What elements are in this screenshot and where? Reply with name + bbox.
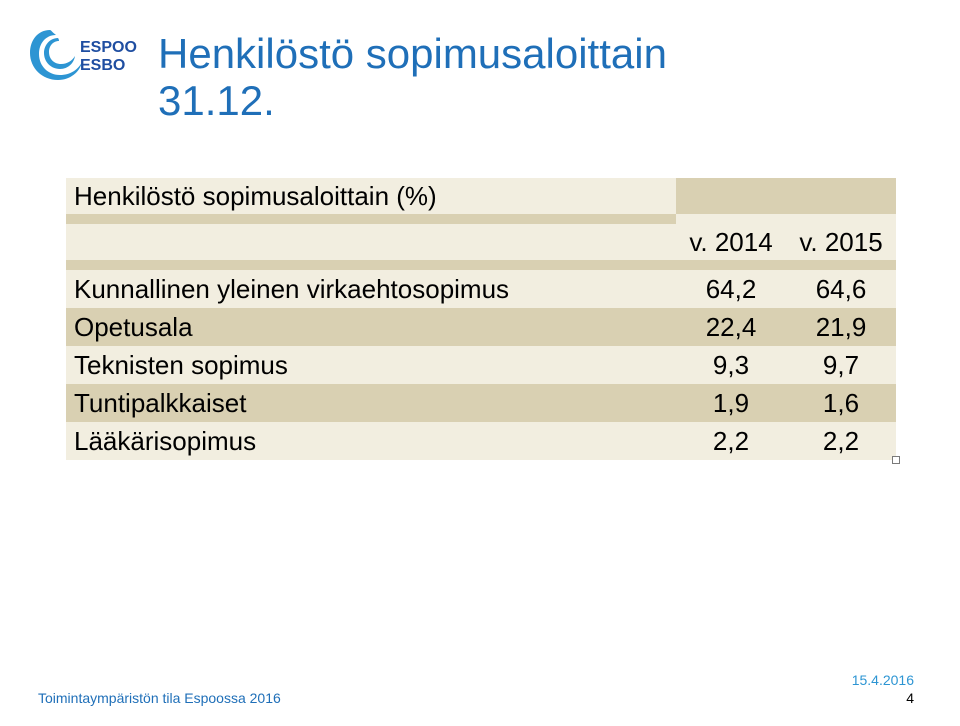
table-row: Kunnallinen yleinen virkaehtosopimus 64,… [66,270,896,308]
table-year-row: v. 2014 v. 2015 [66,224,896,260]
footer-left: Toimintaympäristön tila Espoossa 2016 [38,690,281,706]
table-row: Teknisten sopimus 9,3 9,7 [66,346,896,384]
table-header-label: Henkilöstö sopimusaloittain (%) [74,181,437,211]
resize-handle-icon[interactable] [892,456,900,464]
page-title: Henkilöstö sopimusaloittain 31.12. [158,30,667,124]
table-header-row: Henkilöstö sopimusaloittain (%) [66,178,896,214]
year-col-1: v. 2015 [799,227,882,257]
footer-date: 15.4.2016 [852,672,914,688]
swirl-icon [30,30,82,80]
footer-page-number: 4 [906,690,914,706]
title-line-2: 31.12. [158,77,667,124]
table-row: Lääkärisopimus 2,2 2,2 [66,422,896,460]
espoo-logo: ESPOO ESBO [28,26,146,91]
table-row: Tuntipalkkaiset 1,9 1,6 [66,384,896,422]
data-table: Henkilöstö sopimusaloittain (%) v. 2014 … [66,178,896,460]
logo-text-top: ESPOO [80,39,137,56]
year-col-0: v. 2014 [689,227,772,257]
logo-text-bottom: ESBO [80,57,125,74]
title-line-1: Henkilöstö sopimusaloittain [158,30,667,77]
slide: ESPOO ESBO Henkilöstö sopimusaloittain 3… [0,0,960,726]
table-row: Opetusala 22,4 21,9 [66,308,896,346]
